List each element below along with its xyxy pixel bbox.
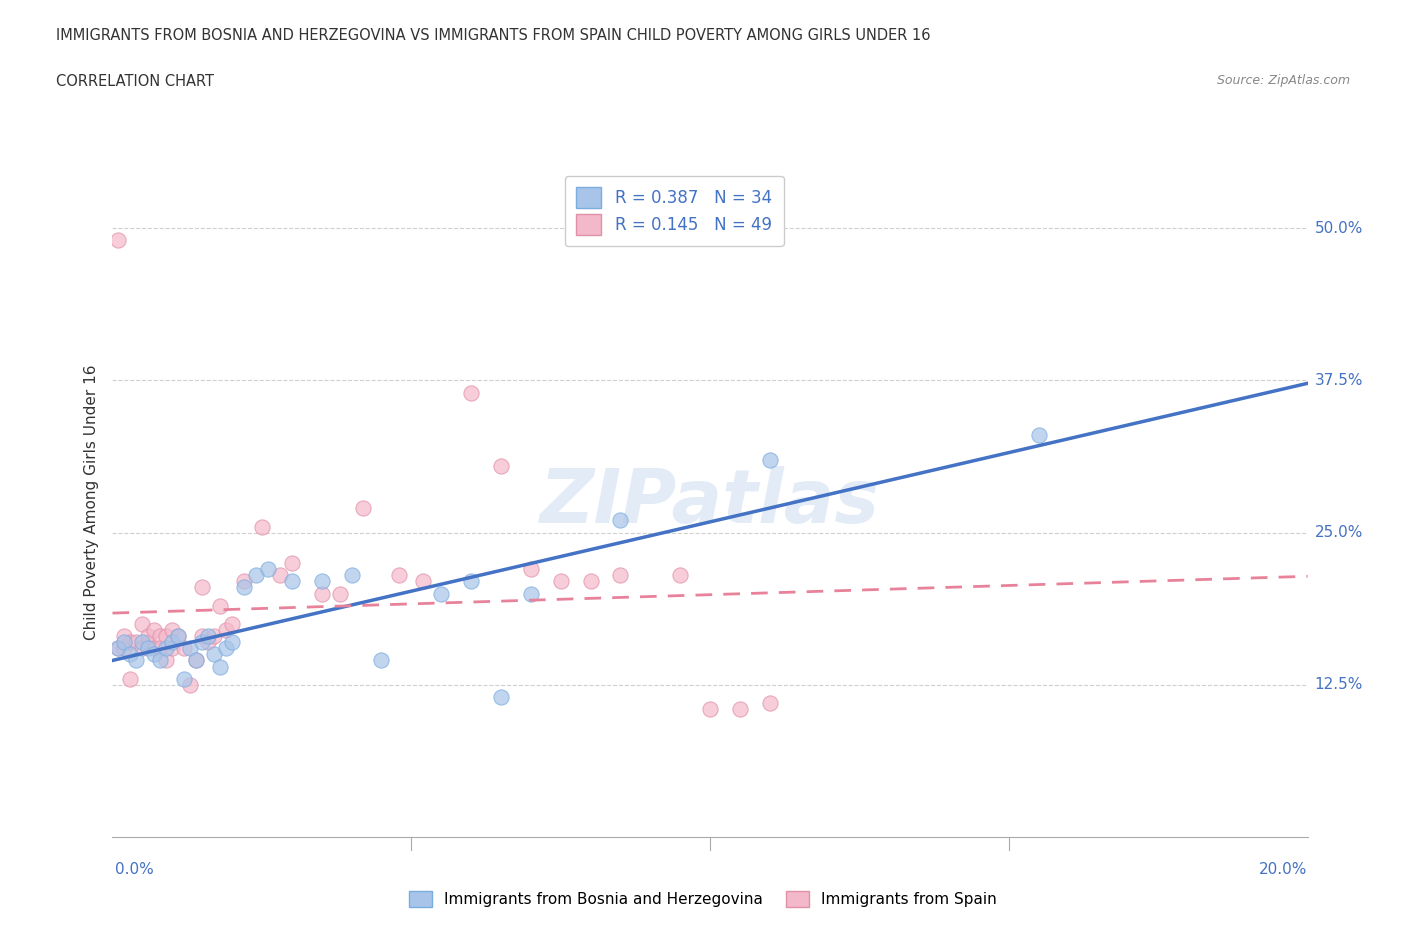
Point	[215, 622, 238, 637]
Point	[250, 519, 273, 534]
Point	[155, 653, 177, 668]
Point	[311, 586, 333, 601]
Point	[232, 574, 256, 589]
Point	[173, 641, 195, 656]
Point	[208, 659, 231, 674]
Point	[759, 452, 782, 467]
Point	[257, 562, 280, 577]
Point	[186, 653, 208, 668]
Text: 20.0%: 20.0%	[1260, 862, 1308, 877]
Point	[352, 501, 374, 516]
Text: ZIPatlas: ZIPatlas	[540, 466, 880, 538]
Point	[155, 629, 177, 644]
Point	[579, 574, 602, 589]
Point	[138, 629, 160, 644]
Point	[167, 629, 190, 644]
Point	[232, 580, 256, 595]
Point	[197, 635, 219, 650]
Point	[131, 617, 153, 631]
Point	[245, 568, 267, 583]
Point	[162, 635, 183, 650]
Point	[609, 568, 631, 583]
Point	[125, 653, 148, 668]
Text: 0.0%: 0.0%	[115, 862, 155, 877]
Point	[340, 568, 363, 583]
Point	[143, 641, 166, 656]
Point	[131, 641, 153, 656]
Point	[114, 629, 135, 644]
Point	[550, 574, 572, 589]
Text: 25.0%: 25.0%	[1315, 525, 1362, 540]
Point	[311, 574, 333, 589]
Point	[202, 629, 225, 644]
Point	[107, 233, 129, 248]
Point	[699, 702, 721, 717]
Legend: R = 0.387   N = 34, R = 0.145   N = 49: R = 0.387 N = 34, R = 0.145 N = 49	[565, 176, 783, 246]
Point	[669, 568, 692, 583]
Point	[143, 647, 166, 662]
Y-axis label: Child Poverty Among Girls Under 16: Child Poverty Among Girls Under 16	[84, 365, 100, 640]
Point	[138, 641, 160, 656]
Point	[191, 629, 214, 644]
Point	[197, 629, 219, 644]
Text: Source: ZipAtlas.com: Source: ZipAtlas.com	[1216, 74, 1350, 87]
Point	[191, 635, 214, 650]
Point	[120, 635, 142, 650]
Point	[162, 622, 183, 637]
Point	[215, 641, 238, 656]
Point	[208, 598, 231, 613]
Point	[155, 641, 177, 656]
Point	[609, 513, 631, 528]
Point	[179, 641, 201, 656]
Point	[149, 629, 172, 644]
Point	[460, 574, 482, 589]
Point	[149, 653, 172, 668]
Point	[114, 635, 135, 650]
Point	[520, 562, 543, 577]
Point	[430, 586, 453, 601]
Point	[143, 622, 166, 637]
Point	[520, 586, 543, 601]
Point	[114, 641, 135, 656]
Point	[281, 574, 304, 589]
Point	[173, 671, 195, 686]
Point	[388, 568, 411, 583]
Point	[167, 629, 190, 644]
Text: IMMIGRANTS FROM BOSNIA AND HERZEGOVINA VS IMMIGRANTS FROM SPAIN CHILD POVERTY AM: IMMIGRANTS FROM BOSNIA AND HERZEGOVINA V…	[56, 28, 931, 43]
Text: 12.5%: 12.5%	[1315, 677, 1362, 692]
Point	[186, 653, 208, 668]
Point	[328, 586, 352, 601]
Point	[179, 677, 201, 692]
Text: 50.0%: 50.0%	[1315, 220, 1362, 236]
Point	[149, 641, 172, 656]
Text: 37.5%: 37.5%	[1315, 373, 1362, 388]
Point	[489, 689, 512, 704]
Point	[125, 635, 148, 650]
Point	[202, 647, 225, 662]
Point	[107, 641, 129, 656]
Point	[759, 696, 782, 711]
Point	[138, 635, 160, 650]
Point	[131, 635, 153, 650]
Point	[728, 702, 751, 717]
Point	[221, 635, 243, 650]
Point	[107, 641, 129, 656]
Text: CORRELATION CHART: CORRELATION CHART	[56, 74, 214, 89]
Point	[370, 653, 392, 668]
Point	[412, 574, 434, 589]
Point	[221, 617, 243, 631]
Point	[460, 385, 482, 400]
Point	[489, 458, 512, 473]
Legend: Immigrants from Bosnia and Herzegovina, Immigrants from Spain: Immigrants from Bosnia and Herzegovina, …	[404, 884, 1002, 913]
Point	[120, 671, 142, 686]
Point	[281, 555, 304, 570]
Point	[191, 580, 214, 595]
Point	[120, 647, 142, 662]
Point	[269, 568, 291, 583]
Point	[162, 641, 183, 656]
Point	[1028, 428, 1050, 443]
